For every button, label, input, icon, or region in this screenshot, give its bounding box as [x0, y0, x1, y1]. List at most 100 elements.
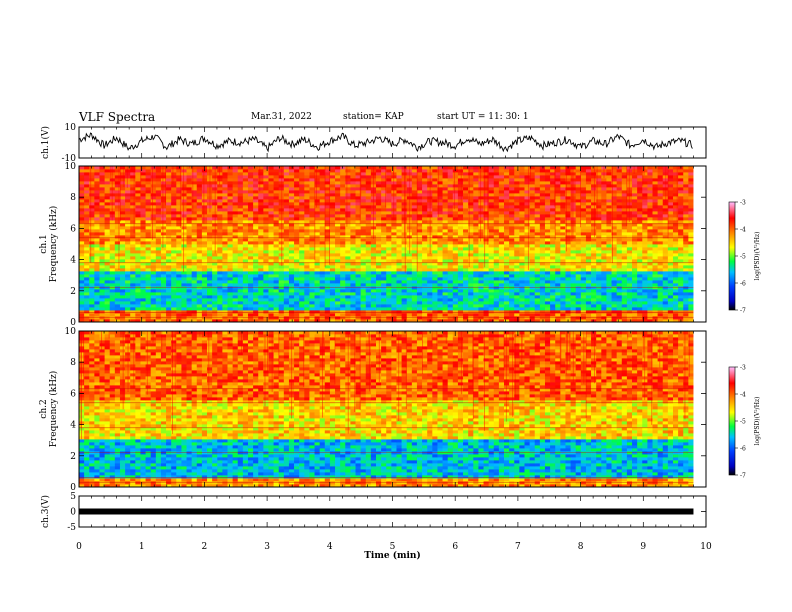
spectrogram-cell: [493, 256, 500, 260]
spectrogram-cell: [104, 211, 111, 215]
spectrogram-cell: [457, 277, 464, 281]
spectrogram-cell: [191, 277, 198, 281]
spectrogram-cell: [329, 205, 336, 209]
spectrogram-cell: [340, 310, 346, 314]
spectrogram-cell: [345, 265, 351, 269]
spectrogram-cell: [468, 319, 474, 323]
spectrogram-cell: [493, 298, 500, 302]
spectrogram-cell: [89, 277, 95, 281]
spectrogram-cell: [345, 232, 351, 236]
spectrogram-cell: [504, 211, 510, 215]
spectrogram-cell: [519, 295, 525, 299]
spectrogram-cell: [411, 265, 418, 269]
spectrogram-cell: [678, 202, 684, 206]
spectrogram-cell: [217, 295, 223, 299]
spectrogram-cell: [94, 298, 100, 302]
spectrogram-cell: [442, 283, 449, 287]
spectrogram-cell: [565, 250, 571, 254]
spectrogram-cell: [381, 304, 387, 308]
spectrogram-cell: [329, 247, 336, 251]
spectrogram-cell: [601, 235, 607, 239]
spectrogram-cell: [155, 289, 162, 293]
spectrogram-cell: [304, 295, 310, 299]
spectrogram-cell: [637, 226, 643, 230]
spectrogram-cell: [340, 214, 346, 218]
spectrogram-cell: [498, 253, 505, 257]
spectrogram-cell: [452, 316, 459, 320]
spectrogram-cell: [647, 238, 653, 242]
spectrogram-cell: [176, 232, 182, 236]
spectrogram-cell: [488, 217, 495, 221]
spectrogram-cell: [591, 247, 597, 251]
spectrogram-cell: [176, 307, 182, 311]
spectrogram-cell: [181, 310, 187, 314]
spectrogram-cell: [350, 256, 356, 260]
spectrogram-cell: [442, 295, 449, 299]
spectrogram-cell: [125, 310, 131, 314]
spectrogram-cell: [452, 304, 459, 308]
spectrogram-cell: [381, 307, 387, 311]
spectrogram-cell: [171, 274, 177, 278]
spectrogram-cell: [258, 283, 264, 287]
spectrogram-cell: [422, 304, 428, 308]
spectrogram-cell: [560, 250, 566, 254]
spectrogram-cell: [534, 277, 541, 281]
spectrogram-cell: [529, 202, 536, 206]
spectrogram-cell: [468, 289, 474, 293]
spectrogram-cell: [329, 277, 336, 281]
spectrogram-cell: [514, 229, 520, 233]
spectrogram-cell: [596, 208, 602, 212]
spectrogram-cell: [688, 256, 694, 260]
spectrogram-cell: [591, 232, 597, 236]
spectrogram-cell: [662, 268, 669, 272]
spectrogram-cell: [299, 319, 305, 323]
spectrogram-cell: [688, 232, 694, 236]
spectrogram-cell: [519, 313, 525, 317]
spectrogram-cell: [621, 235, 628, 239]
spectrogram-cell: [519, 307, 525, 311]
spectrogram-cell: [150, 226, 157, 230]
spectrogram-cell: [447, 259, 454, 263]
spectrogram-cell: [524, 235, 530, 239]
spectrogram-cell: [79, 295, 85, 299]
spectrogram-cell: [657, 238, 664, 242]
spectrogram-cell: [247, 262, 254, 266]
spectrogram-cell: [514, 268, 520, 272]
spectrogram-cell: [416, 310, 423, 314]
spectrogram-cell: [585, 256, 592, 260]
spectrogram-cell: [642, 238, 648, 242]
spectrogram-cell: [616, 295, 623, 299]
spectrogram-cell: [247, 277, 254, 281]
spectrogram-cell: [181, 226, 187, 230]
spectrogram-cell: [171, 229, 177, 233]
spectrogram-cell: [483, 283, 490, 287]
spectrogram-cell: [463, 211, 469, 215]
spectrogram-cell: [391, 307, 397, 311]
spectrogram-cell: [237, 247, 244, 251]
spectrogram-cell: [611, 298, 618, 302]
spectrogram-cell: [273, 307, 280, 311]
spectrogram-cell: [652, 292, 659, 296]
spectrogram-cell: [160, 262, 167, 266]
spectrogram-cell: [519, 244, 525, 248]
spectrogram-cell: [196, 265, 203, 269]
spectrogram-cell: [294, 235, 300, 239]
spectrogram-cell: [119, 283, 126, 287]
spectrogram-cell: [509, 241, 515, 245]
spectrogram-cell: [463, 298, 469, 302]
spectrogram-cell: [427, 307, 433, 311]
spectrogram-cell: [130, 274, 136, 278]
spectrogram-cell: [237, 250, 244, 254]
spectrogram-cell: [350, 271, 356, 275]
spectrogram-cell: [555, 217, 561, 221]
spectrogram-cell: [657, 280, 664, 284]
spectrogram-cell: [539, 244, 546, 248]
spectrogram-cell: [678, 268, 684, 272]
spectrogram-cell: [396, 310, 402, 314]
spectrogram-cell: [299, 301, 305, 305]
spectrogram-cell: [365, 313, 372, 317]
spectrogram-cell: [637, 256, 643, 260]
spectrogram-cell: [253, 202, 259, 206]
spectrogram-cell: [386, 292, 392, 296]
spectrogram-cell: [442, 316, 449, 320]
